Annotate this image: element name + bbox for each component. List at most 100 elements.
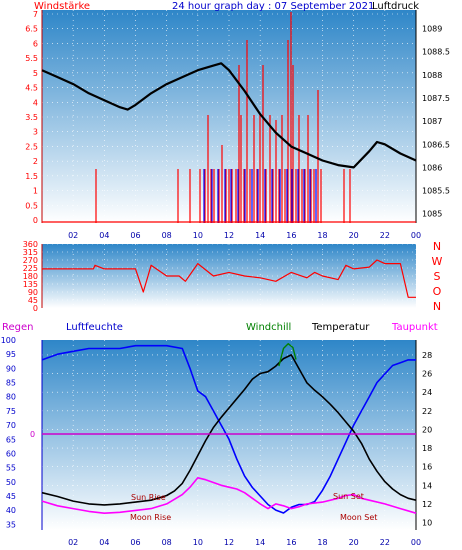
y-left-tick-label: 6: [33, 39, 38, 48]
y-right-tick-label: 1089: [422, 25, 442, 34]
temperature-tick-label: 10: [422, 519, 432, 528]
humidity-tick-label: 55: [6, 464, 16, 473]
y-right-tick-label: 1087.5: [422, 94, 450, 103]
direction-tick-label: 225: [23, 264, 38, 273]
y-left-tick-label: 3.5: [25, 113, 38, 122]
humidity-tick-label: 70: [6, 421, 16, 430]
x-tick-label: 06: [130, 231, 140, 240]
temperature-tick-label: 14: [422, 481, 432, 490]
direction-tick-label: 45: [28, 296, 38, 305]
x-tick-label: 06: [130, 538, 140, 547]
direction-tick-label: 0: [33, 304, 38, 313]
x-tick-label: 02: [68, 231, 78, 240]
moon-set-label: Moon Set: [340, 513, 377, 522]
humidity-axis-title: Luftfeuchte: [66, 322, 123, 333]
y-right-tick-label: 1088: [422, 71, 442, 80]
dewpoint-series: [41, 477, 417, 514]
graph-title: 24 hour graph day : 07 September 2021: [172, 1, 374, 12]
x-tick-label: 14: [255, 231, 265, 240]
x-tick-label: 00: [411, 231, 421, 240]
temperature-tick-label: 20: [422, 425, 432, 434]
sun-set-label: Sun Set: [333, 492, 364, 501]
wind-axis-title: Windstärke: [34, 1, 90, 12]
y-left-tick-label: 7: [33, 10, 38, 19]
wind-speed-bars: [95, 12, 351, 223]
x-tick-label: 12: [224, 231, 234, 240]
temperature-series: [41, 354, 417, 506]
x-tick-label: 10: [193, 538, 203, 547]
x-tick-label: 04: [99, 538, 109, 547]
ticks-temp-humidity: 3540455055606570758085909510010121416182…: [1, 336, 432, 547]
windchill-title: Windchill: [246, 322, 291, 333]
wind-bars: [42, 12, 416, 223]
humidity-tick-label: 80: [6, 393, 16, 402]
windchill-series: [278, 343, 297, 367]
axis-frames: [41, 10, 417, 530]
x-tick-label: 20: [349, 231, 359, 240]
x-tick-label: 18: [317, 538, 327, 547]
grid-wind-direction: [42, 243, 417, 309]
humidity-tick-label: 90: [6, 364, 16, 373]
x-tick-label: 12: [224, 538, 234, 547]
humidity-tick-label: 100: [1, 336, 16, 345]
sun-rise-label: Sun Rise: [131, 493, 166, 502]
x-tick-label: 00: [411, 538, 421, 547]
y-left-tick-label: 2: [33, 157, 38, 166]
direction-letter: O: [433, 285, 442, 298]
y-left-tick-label: 0: [33, 216, 38, 225]
temperature-tick-label: 12: [422, 500, 432, 509]
temperature-tick-label: 22: [422, 407, 432, 416]
humidity-tick-label: 65: [6, 435, 16, 444]
direction-tick-label: 315: [23, 248, 38, 257]
x-tick-label: 22: [380, 231, 390, 240]
humidity-series: [41, 344, 416, 514]
x-tick-label: 16: [286, 231, 296, 240]
temperature-title: Temperatur: [311, 322, 370, 333]
direction-letter: S: [434, 270, 441, 283]
temperature-tick-label: 24: [422, 388, 432, 397]
series-layer: [41, 62, 417, 514]
direction-letter: W: [432, 255, 443, 268]
y-left-tick-label: 2.5: [25, 142, 38, 151]
pressure-axis-title: Luftdruck: [372, 1, 419, 12]
y-left-tick-label: 5.5: [25, 54, 38, 63]
y-right-tick-label: 1088.5: [422, 48, 450, 57]
rain-axis-zero: 0: [30, 430, 35, 439]
wind-gust-bars: [203, 169, 317, 223]
humidity-tick-label: 95: [6, 350, 16, 359]
rain-axis-title: Regen: [2, 322, 34, 333]
y-right-tick-label: 1087: [422, 117, 442, 126]
humidity-tick-label: 60: [6, 449, 16, 458]
temperature-tick-label: 16: [422, 463, 432, 472]
y-left-tick-label: 3: [33, 128, 38, 137]
direction-tick-label: 180: [23, 272, 38, 281]
x-tick-label: 08: [162, 231, 172, 240]
plot-area-wind-direction: [42, 244, 416, 308]
humidity-tick-label: 50: [6, 478, 16, 487]
y-left-tick-label: 4: [33, 98, 38, 107]
x-tick-label: 16: [286, 538, 296, 547]
humidity-tick-label: 35: [6, 520, 16, 529]
temperature-tick-label: 26: [422, 370, 432, 379]
direction-letter: N: [433, 240, 441, 253]
moon-rise-label: Moon Rise: [130, 513, 171, 522]
y-right-tick-label: 1086: [422, 163, 442, 172]
x-tick-label: 10: [193, 231, 203, 240]
direction-tick-label: 360: [23, 240, 38, 249]
y-left-tick-label: 1: [33, 187, 38, 196]
y-right-tick-label: 1085.5: [422, 187, 450, 196]
direction-tick-label: 270: [23, 256, 38, 265]
humidity-tick-label: 85: [6, 379, 16, 388]
direction-tick-label: 135: [23, 280, 38, 289]
pressure-series: [41, 62, 417, 169]
direction-tick-label: 90: [28, 288, 38, 297]
x-tick-label: 18: [317, 231, 327, 240]
x-tick-label: 08: [162, 538, 172, 547]
temperature-tick-label: 18: [422, 444, 432, 453]
temperature-tick-label: 28: [422, 351, 432, 360]
x-tick-label: 02: [68, 538, 78, 547]
y-left-tick-label: 0.5: [25, 201, 38, 210]
